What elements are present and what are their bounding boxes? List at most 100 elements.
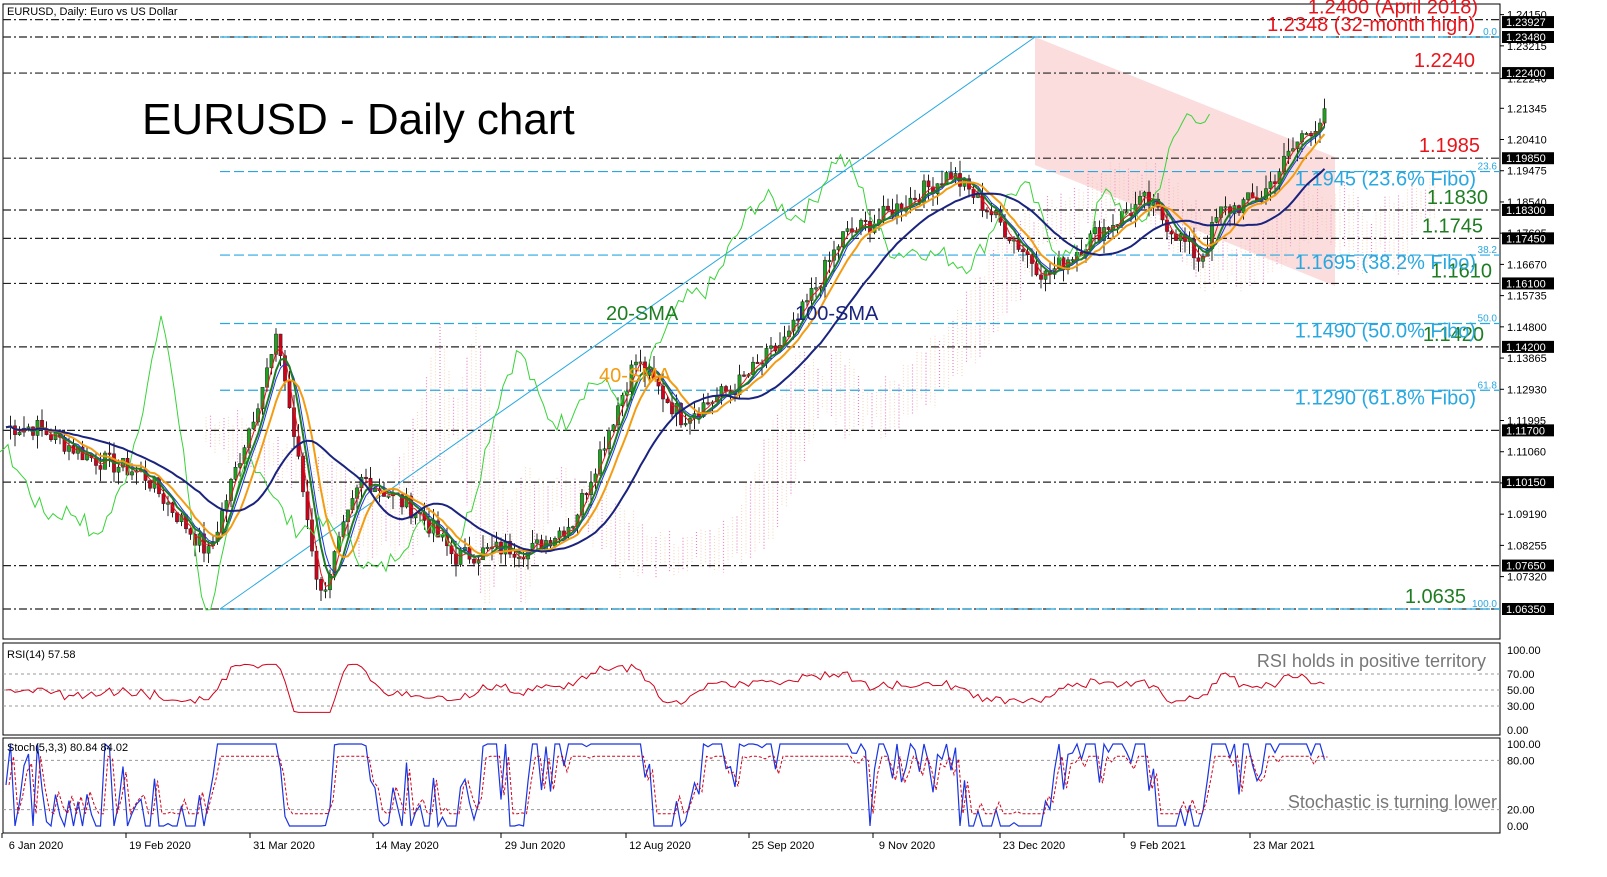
price-box-label: 1.17450 bbox=[1506, 233, 1546, 245]
candle-body bbox=[742, 374, 746, 377]
price-box bbox=[1502, 152, 1554, 165]
candle-body bbox=[458, 550, 463, 565]
stoch-note: Stochastic is turning lower bbox=[1288, 792, 1497, 812]
candle-body bbox=[233, 466, 238, 480]
level-label: 1.1745 bbox=[1422, 215, 1483, 237]
price-box bbox=[1502, 16, 1554, 29]
date-label: 12 Aug 2020 bbox=[629, 840, 691, 852]
candle-body bbox=[769, 345, 773, 349]
stoch-d-line bbox=[8, 754, 1328, 816]
candle-body bbox=[148, 480, 152, 489]
rsi-tick: 100.00 bbox=[1507, 645, 1541, 657]
rsi-tick: 50.00 bbox=[1507, 685, 1535, 697]
date-label: 6 Jan 2020 bbox=[9, 840, 63, 852]
rsi-tick: 0.00 bbox=[1507, 725, 1528, 737]
date-label: 23 Mar 2021 bbox=[1253, 840, 1315, 852]
price-box-label: 1.19850 bbox=[1506, 153, 1546, 165]
candle-body bbox=[805, 300, 809, 303]
fibo-tag: 50.0 bbox=[1478, 314, 1498, 325]
candle-body bbox=[661, 385, 665, 400]
rsi-tick: 70.00 bbox=[1507, 669, 1535, 681]
level-label: 1.1610 bbox=[1431, 260, 1492, 282]
candle-body bbox=[1304, 133, 1309, 136]
date-label: 19 Feb 2020 bbox=[129, 840, 191, 852]
price-tick-label: 1.14800 bbox=[1507, 322, 1547, 334]
sma20-line bbox=[5, 125, 1326, 579]
candle-body bbox=[220, 510, 224, 533]
date-label: 23 Dec 2020 bbox=[1003, 840, 1065, 852]
candle-body bbox=[67, 445, 71, 452]
chart-title: EURUSD - Daily chart bbox=[142, 95, 575, 144]
price-tick-label: 1.09190 bbox=[1507, 509, 1547, 521]
candle-body bbox=[517, 556, 521, 559]
candle-body bbox=[634, 361, 638, 366]
candle-body bbox=[629, 364, 634, 392]
candle-body bbox=[1250, 192, 1255, 199]
sma100-line bbox=[5, 168, 1326, 553]
candle-body bbox=[364, 476, 368, 479]
candle-body bbox=[881, 205, 886, 220]
date-label: 25 Sep 2020 bbox=[752, 840, 814, 852]
kijun-line bbox=[5, 127, 1325, 574]
price-box bbox=[1502, 67, 1554, 80]
price-tick-label: 1.19475 bbox=[1507, 166, 1547, 178]
price-tick-label: 1.23215 bbox=[1507, 41, 1547, 53]
price-box bbox=[1502, 232, 1554, 245]
price-box bbox=[1502, 559, 1554, 572]
date-label: 9 Nov 2020 bbox=[879, 840, 935, 852]
candle-body bbox=[386, 495, 391, 498]
candle-body bbox=[737, 374, 742, 395]
candle-body bbox=[1174, 233, 1178, 241]
candle-body bbox=[328, 573, 332, 591]
price-axis: 1.241501.232151.222401.213451.204101.194… bbox=[1500, 10, 1554, 616]
candle-body bbox=[913, 197, 917, 200]
fibo-label: 1.1290 (61.8% Fibo) bbox=[1295, 387, 1476, 409]
price-box bbox=[1502, 277, 1554, 290]
sma20-label: 20-SMA bbox=[606, 303, 679, 325]
candle-body bbox=[323, 589, 328, 592]
candle-body bbox=[26, 426, 31, 429]
price-tick-label: 1.13865 bbox=[1507, 353, 1547, 365]
level-label: 1.2240 bbox=[1414, 50, 1475, 72]
price-box bbox=[1502, 203, 1554, 216]
price-box-label: 1.06350 bbox=[1506, 604, 1546, 616]
candle-body bbox=[985, 210, 989, 213]
candle-body bbox=[1219, 206, 1223, 218]
candle-body bbox=[1003, 222, 1007, 238]
main-panel bbox=[2, 3, 1501, 640]
candle-body bbox=[755, 361, 760, 364]
candle-body bbox=[751, 361, 755, 375]
candle-body bbox=[1169, 231, 1174, 235]
candle-body bbox=[886, 205, 890, 211]
candle-body bbox=[1093, 227, 1097, 235]
date-label: 14 May 2020 bbox=[375, 840, 439, 852]
candle-body bbox=[584, 493, 589, 496]
chikou-line bbox=[0, 113, 1210, 611]
candle-body bbox=[1268, 181, 1273, 189]
sma40-line bbox=[5, 133, 1326, 559]
candle-body bbox=[580, 493, 584, 516]
price-tick-label: 1.08255 bbox=[1507, 540, 1547, 552]
price-tick-label: 1.12930 bbox=[1507, 384, 1547, 396]
stoch-k-line bbox=[5, 742, 1326, 829]
fibo-tag: 38.2 bbox=[1478, 245, 1498, 256]
candle-body bbox=[373, 488, 377, 492]
candle-body bbox=[512, 553, 517, 558]
candle-body bbox=[107, 452, 112, 455]
rsi-tick: 30.00 bbox=[1507, 701, 1535, 713]
price-box-label: 1.18300 bbox=[1506, 205, 1546, 217]
date-label: 29 Jun 2020 bbox=[505, 840, 566, 852]
price-box-label: 1.23480 bbox=[1506, 32, 1546, 44]
price-box-label: 1.23927 bbox=[1506, 17, 1546, 29]
tenkan-line bbox=[5, 120, 1325, 588]
candle-body bbox=[863, 219, 868, 222]
candle-body bbox=[206, 545, 211, 554]
stochastic-panel bbox=[2, 737, 1501, 834]
fibo-label: 1.1490 (50.0% Fibo) bbox=[1295, 321, 1476, 343]
chart-header: EURUSD, Daily: Euro vs US Dollar bbox=[7, 6, 178, 18]
candle-body bbox=[598, 449, 602, 475]
indicator-lines bbox=[0, 113, 1326, 611]
sma40-label: 40-SMA bbox=[599, 365, 672, 387]
price-tick-label: 1.20410 bbox=[1507, 135, 1547, 147]
